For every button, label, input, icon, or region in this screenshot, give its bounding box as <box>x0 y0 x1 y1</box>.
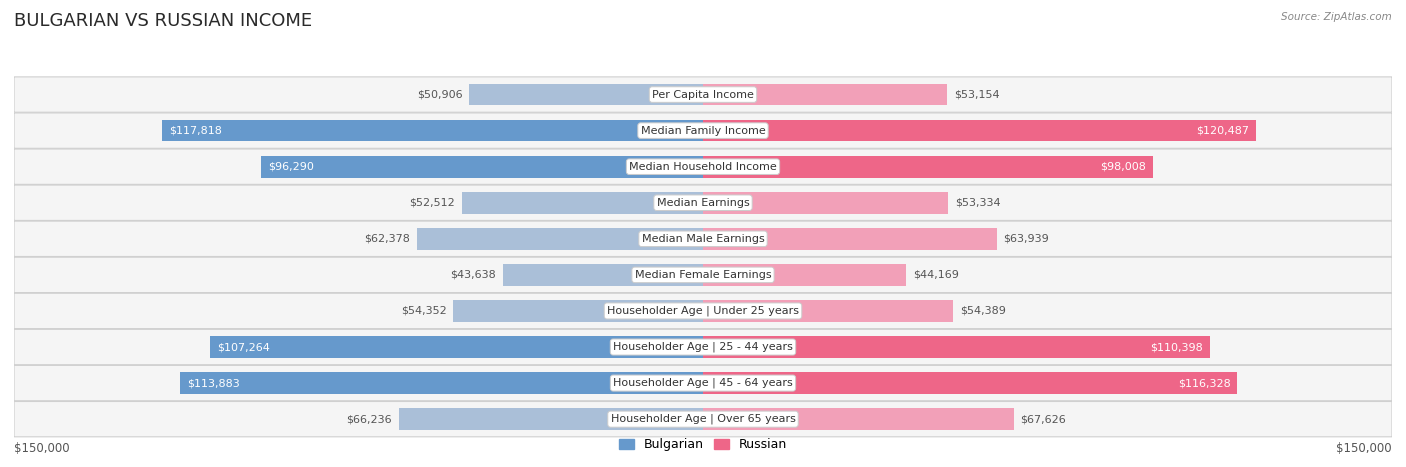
Text: Householder Age | 45 - 64 years: Householder Age | 45 - 64 years <box>613 378 793 389</box>
Text: $150,000: $150,000 <box>1336 442 1392 455</box>
Bar <box>453 300 703 322</box>
Text: $53,154: $53,154 <box>955 90 1000 99</box>
Text: $44,169: $44,169 <box>912 270 959 280</box>
FancyBboxPatch shape <box>14 185 1392 220</box>
Text: $43,638: $43,638 <box>450 270 496 280</box>
Bar <box>703 156 1153 177</box>
Text: Median Male Earnings: Median Male Earnings <box>641 234 765 244</box>
Text: $52,512: $52,512 <box>409 198 456 208</box>
Bar <box>461 192 703 213</box>
Bar <box>416 228 703 250</box>
Text: $107,264: $107,264 <box>218 342 270 352</box>
Text: Median Earnings: Median Earnings <box>657 198 749 208</box>
Bar <box>703 84 948 106</box>
Text: $110,398: $110,398 <box>1150 342 1204 352</box>
Bar <box>180 372 703 394</box>
Text: Median Household Income: Median Household Income <box>628 162 778 172</box>
Text: Householder Age | Under 25 years: Householder Age | Under 25 years <box>607 306 799 316</box>
Text: $53,334: $53,334 <box>955 198 1001 208</box>
Text: $62,378: $62,378 <box>364 234 409 244</box>
Text: $116,328: $116,328 <box>1178 378 1230 388</box>
Text: $96,290: $96,290 <box>267 162 314 172</box>
Text: Median Female Earnings: Median Female Earnings <box>634 270 772 280</box>
Text: $54,389: $54,389 <box>960 306 1005 316</box>
Text: Householder Age | Over 65 years: Householder Age | Over 65 years <box>610 414 796 425</box>
Bar <box>703 120 1257 142</box>
Bar <box>162 120 703 142</box>
Text: $113,883: $113,883 <box>187 378 239 388</box>
Text: Householder Age | 25 - 44 years: Householder Age | 25 - 44 years <box>613 342 793 352</box>
Legend: Bulgarian, Russian: Bulgarian, Russian <box>614 433 792 456</box>
Text: Median Family Income: Median Family Income <box>641 126 765 135</box>
Bar <box>703 300 953 322</box>
FancyBboxPatch shape <box>14 402 1392 437</box>
FancyBboxPatch shape <box>14 329 1392 365</box>
FancyBboxPatch shape <box>14 221 1392 256</box>
Bar <box>260 156 703 177</box>
Text: BULGARIAN VS RUSSIAN INCOME: BULGARIAN VS RUSSIAN INCOME <box>14 12 312 30</box>
Bar <box>211 336 703 358</box>
FancyBboxPatch shape <box>14 149 1392 184</box>
Bar <box>703 408 1014 430</box>
Text: $67,626: $67,626 <box>1021 414 1066 424</box>
Text: $50,906: $50,906 <box>416 90 463 99</box>
Text: $63,939: $63,939 <box>1004 234 1049 244</box>
Bar <box>399 408 703 430</box>
Bar <box>703 228 997 250</box>
Bar <box>502 264 703 286</box>
Bar <box>703 372 1237 394</box>
Text: $150,000: $150,000 <box>14 442 70 455</box>
Text: $54,352: $54,352 <box>401 306 447 316</box>
FancyBboxPatch shape <box>14 257 1392 292</box>
Text: $66,236: $66,236 <box>346 414 392 424</box>
FancyBboxPatch shape <box>14 365 1392 401</box>
Bar <box>703 264 905 286</box>
Bar <box>703 192 948 213</box>
Bar <box>703 336 1211 358</box>
Text: $117,818: $117,818 <box>169 126 222 135</box>
Text: Per Capita Income: Per Capita Income <box>652 90 754 99</box>
Text: $98,008: $98,008 <box>1101 162 1146 172</box>
FancyBboxPatch shape <box>14 113 1392 149</box>
FancyBboxPatch shape <box>14 77 1392 112</box>
Text: Source: ZipAtlas.com: Source: ZipAtlas.com <box>1281 12 1392 21</box>
FancyBboxPatch shape <box>14 293 1392 329</box>
Text: $120,487: $120,487 <box>1197 126 1250 135</box>
Bar <box>470 84 703 106</box>
